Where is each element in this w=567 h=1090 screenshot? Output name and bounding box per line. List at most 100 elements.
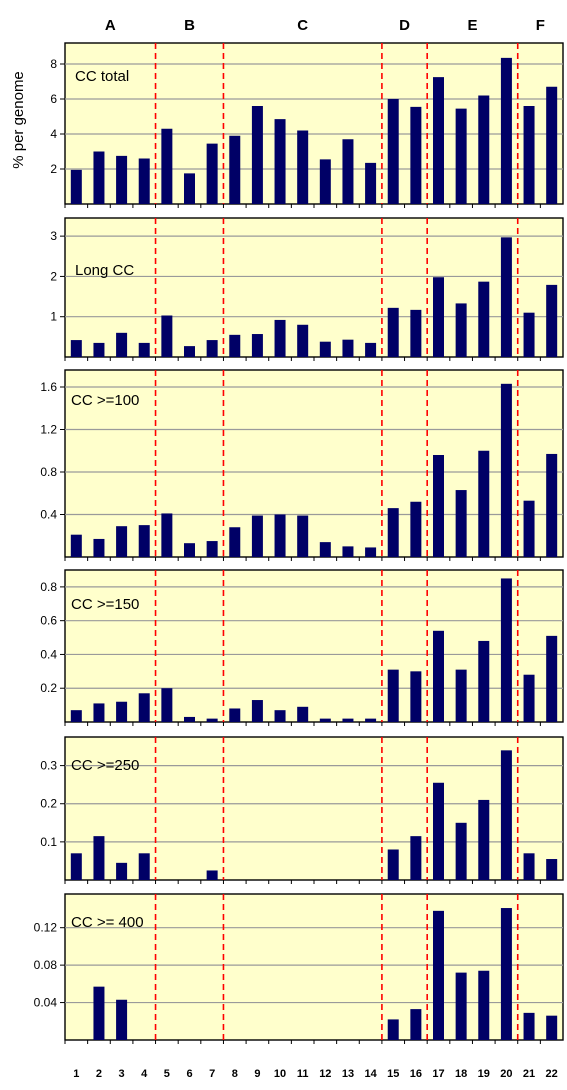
bar-chr-16 [410, 106, 422, 204]
bar-chr-18 [455, 669, 467, 722]
bar-chr-20 [500, 908, 512, 1040]
bar-chr-22 [546, 859, 558, 880]
bar-chr-19 [478, 640, 490, 722]
bar-chr-20 [500, 750, 512, 880]
bar-chr-7 [206, 143, 218, 204]
bar-chr-19 [478, 95, 490, 204]
panel-title: CC >= 400 [71, 914, 144, 931]
bar-chr-14 [365, 718, 377, 722]
y-tick-label: 1.6 [40, 380, 57, 394]
bar-chr-18 [455, 490, 467, 557]
y-tick-label: 8 [50, 57, 57, 71]
bar-chr-16 [410, 836, 422, 880]
bar-chr-11 [297, 706, 309, 722]
bar-chr-12 [319, 159, 331, 204]
bar-chr-16 [410, 1009, 422, 1040]
x-tick-label: 16 [410, 1068, 422, 1080]
bar-chr-19 [478, 970, 490, 1040]
bar-chr-5 [161, 128, 173, 204]
bar-chr-2 [93, 836, 105, 880]
bar-chr-14 [365, 547, 377, 557]
bar-chr-22 [546, 453, 558, 557]
bar-chr-13 [342, 718, 354, 722]
y-tick-label: 6 [50, 92, 57, 106]
panel-title: CC >=150 [71, 596, 139, 613]
bar-chr-18 [455, 822, 467, 880]
panel-title: Long CC [75, 262, 134, 279]
bar-chr-21 [523, 674, 535, 722]
x-tick-label: 22 [546, 1068, 558, 1080]
y-tick-label: 0.8 [40, 465, 57, 479]
bar-chr-9 [251, 515, 263, 557]
bar-chr-21 [523, 106, 535, 204]
bar-chr-4 [138, 693, 150, 722]
bar-chr-21 [523, 312, 535, 357]
bar-chr-22 [546, 635, 558, 722]
panel-2: 1 2 3 Long CC [50, 217, 564, 361]
bar-chr-9 [251, 106, 263, 204]
bar-chr-3 [116, 701, 128, 722]
bar-chr-1 [70, 710, 82, 722]
x-axis-labels: 1 2 3 4 5 6 7 8 9 10 11 12 13 14 15 16 17 18 19 20 21 22 [73, 1068, 558, 1080]
group-label-A: A [105, 17, 116, 34]
bar-chr-6 [184, 173, 195, 204]
y-tick-label: 0.4 [40, 647, 57, 661]
bar-chr-15 [387, 307, 399, 357]
x-tick-label: 14 [364, 1068, 377, 1080]
bar-chr-15 [387, 849, 399, 880]
bar-chr-7 [206, 718, 218, 722]
bar-chr-11 [297, 515, 309, 557]
x-tick-label: 17 [432, 1068, 444, 1080]
bar-chr-6 [184, 716, 195, 722]
group-label-D: D [399, 17, 410, 34]
bar-chr-12 [319, 542, 331, 557]
y-tick-label: 0.6 [40, 614, 57, 628]
bar-chr-15 [387, 99, 399, 204]
bar-chr-4 [138, 853, 150, 880]
x-tick-label: 1 [73, 1068, 79, 1080]
x-tick-label: 7 [209, 1068, 215, 1080]
x-tick-label: 19 [478, 1068, 490, 1080]
bar-chr-18 [455, 108, 467, 204]
bar-chr-5 [161, 315, 173, 357]
group-labels: A B C D E F [105, 17, 545, 34]
bar-chr-3 [116, 526, 128, 557]
bar-chr-2 [93, 703, 105, 722]
bar-chr-1 [70, 340, 82, 357]
bar-chr-9 [251, 334, 263, 357]
group-dividers [154, 43, 519, 1040]
bar-chr-17 [433, 630, 444, 722]
bar-chr-15 [387, 1019, 399, 1040]
x-tick-label: 13 [342, 1068, 354, 1080]
panels: 2 4 6 8 CC total 1 2 3 Long CC 0.4 0.8 1.2 1.6 CC >=1… [34, 42, 564, 1044]
panel-title: CC total [75, 68, 129, 85]
bar-chr-10 [274, 514, 286, 557]
panel-1: 2 4 6 8 CC total [50, 42, 564, 208]
bar-chr-17 [433, 77, 444, 204]
bar-chr-1 [70, 169, 82, 204]
bar-chr-19 [478, 799, 490, 880]
panel-5: 0.1 0.2 0.3 CC >=250 [40, 736, 564, 884]
bar-chr-17 [433, 910, 444, 1040]
bar-chr-2 [93, 538, 105, 557]
y-tick-label: 0.08 [34, 958, 58, 972]
y-tick-label: 1 [50, 310, 57, 324]
x-tick-label: 4 [141, 1068, 148, 1080]
y-axis-title: % per genome [10, 71, 27, 169]
bar-chr-21 [523, 853, 535, 880]
x-tick-label: 12 [319, 1068, 331, 1080]
x-tick-label: 20 [500, 1068, 512, 1080]
bar-chr-6 [184, 346, 195, 357]
bar-chr-14 [365, 162, 377, 204]
y-tick-label: 2 [50, 269, 57, 283]
bar-chr-11 [297, 130, 309, 204]
group-label-B: B [184, 17, 195, 34]
bar-chr-8 [229, 527, 241, 557]
y-tick-label: 0.04 [34, 996, 58, 1010]
bar-chr-12 [319, 718, 331, 722]
bar-chr-18 [455, 303, 467, 357]
bar-chr-10 [274, 119, 286, 204]
group-label-F: F [536, 17, 545, 34]
bar-chr-7 [206, 870, 218, 880]
